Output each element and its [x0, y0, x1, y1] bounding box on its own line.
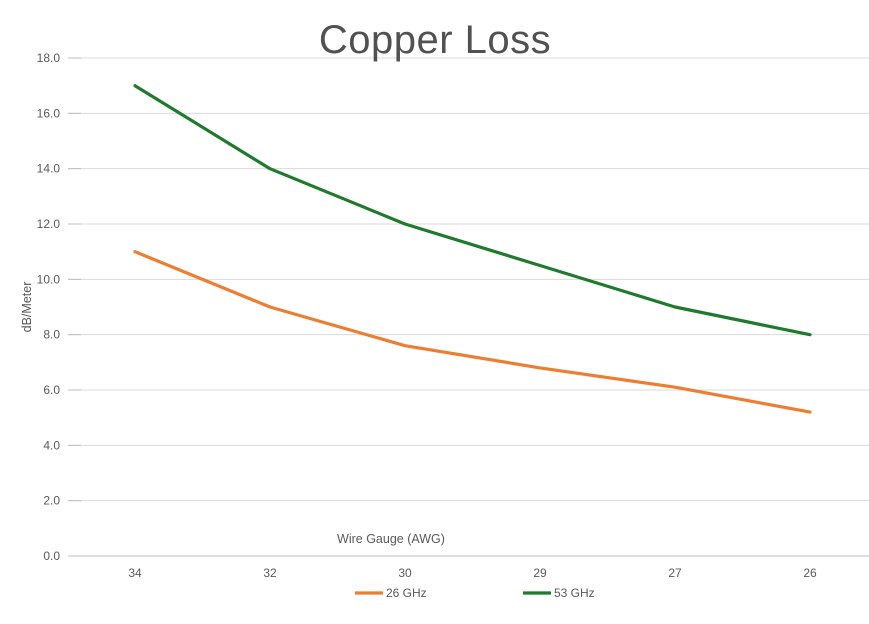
- gridlines: [68, 57, 869, 557]
- y-tick-label: 18.0: [37, 51, 61, 65]
- legend-label: 26 GHz: [386, 586, 427, 600]
- legend-item-53-ghz: 53 GHz: [523, 586, 595, 600]
- y-tick-label: 14.0: [37, 162, 61, 176]
- x-tick-label: 30: [398, 566, 412, 580]
- series-lines: [133, 84, 812, 414]
- y-tick-label: 4.0: [43, 438, 60, 452]
- y-tick-label: 8.0: [43, 328, 60, 342]
- x-axis-tick-labels: 34 32 30 29 27 26: [128, 566, 817, 580]
- legend-label: 53 GHz: [554, 586, 595, 600]
- series-line-53-ghz: [133, 84, 812, 337]
- series-line-26-ghz: [133, 250, 812, 414]
- legend: 26 GHz 53 GHz: [355, 586, 595, 600]
- y-tick-label: 2.0: [43, 494, 60, 508]
- y-tick-label: 16.0: [37, 106, 61, 120]
- legend-item-26-ghz: 26 GHz: [355, 586, 427, 600]
- x-axis-title: Wire Gauge (AWG): [337, 532, 445, 546]
- x-tick-label: 29: [533, 566, 547, 580]
- chart-title: Copper Loss: [319, 18, 551, 62]
- x-tick-label: 27: [668, 566, 682, 580]
- y-tick-label: 0.0: [43, 549, 60, 563]
- y-axis-title: dB/Meter: [20, 282, 34, 333]
- x-tick-label: 32: [263, 566, 277, 580]
- x-tick-label: 26: [803, 566, 817, 580]
- y-tick-label: 6.0: [43, 383, 60, 397]
- y-tick-label: 12.0: [37, 217, 61, 231]
- y-tick-label: 10.0: [37, 272, 61, 286]
- x-tick-label: 34: [128, 566, 142, 580]
- y-axis-tick-labels: 0.0 2.0 4.0 6.0 8.0 10.0 12.0 14.0 16.0 18.0: [37, 51, 61, 563]
